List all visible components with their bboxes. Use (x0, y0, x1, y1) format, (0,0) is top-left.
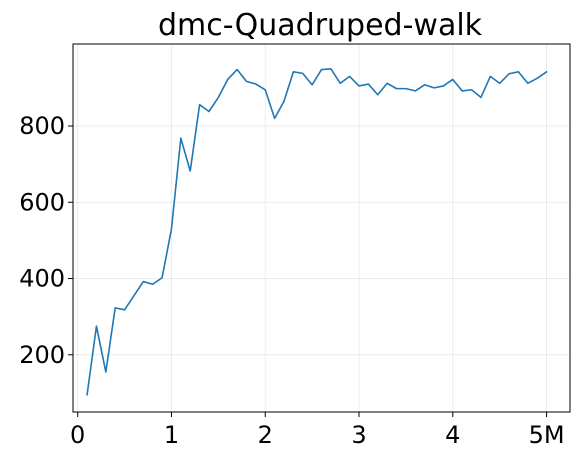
plot-frame (72, 43, 571, 413)
y-tick-label: 800 (19, 112, 65, 140)
y-tick-label: 200 (19, 341, 65, 369)
x-tick-label: 5M (529, 421, 565, 449)
grid-lines (73, 44, 570, 412)
series-line (86, 67, 548, 396)
x-tick-label: 2 (258, 421, 273, 449)
x-tick-label: 3 (351, 421, 366, 449)
x-tick-label: 0 (70, 421, 85, 449)
x-tick-label: 1 (164, 421, 179, 449)
axis-ticks: 0 1 2 3 4 5M 200 400 600 800 (19, 112, 564, 449)
chart-title: dmc-Quadruped-walk (158, 8, 483, 43)
y-tick-label: 600 (19, 188, 65, 216)
y-tick-label: 400 (19, 265, 65, 293)
series-group (86, 67, 548, 396)
x-tick-label: 4 (445, 421, 460, 449)
